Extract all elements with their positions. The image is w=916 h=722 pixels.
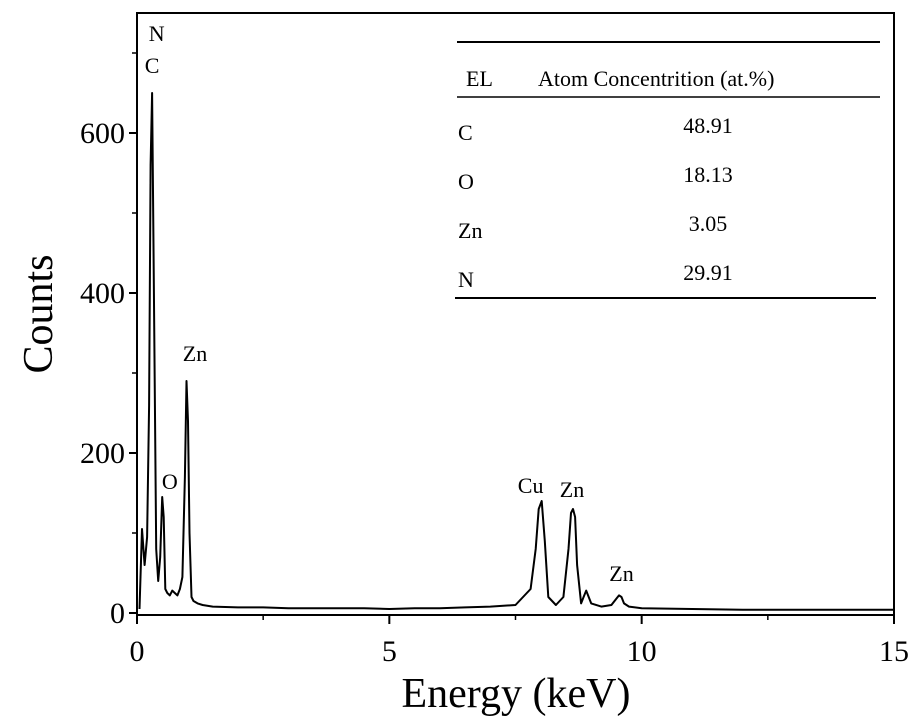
axis-tick-labels: 0 5 10 15 0 200 400 600 [80,117,909,668]
table-cell-element: C [458,120,473,145]
x-axis-title: Energy (keV) [402,671,631,717]
peak-label-zn: Zn [183,341,207,366]
plot-frame [136,12,895,616]
peak-label-c: C [145,53,160,78]
table-cell-concentration: 48.91 [683,113,733,138]
peak-label-zn: Zn [609,561,633,586]
y-tick-label: 400 [80,277,125,310]
table-cell-concentration: 29.91 [683,260,733,285]
spectrum-line [138,92,894,611]
table-cell-concentration: 18.13 [683,162,733,187]
x-tick-label: 5 [382,635,397,668]
table-cell-concentration: 3.05 [689,211,728,236]
table-cell-element: Zn [458,218,482,243]
y-axis-title: Counts [16,254,62,373]
table-cell-element: O [458,169,474,194]
y-tick-label: 600 [80,117,125,150]
peak-label-cu: Cu [518,473,544,498]
x-tick-label: 0 [130,635,145,668]
composition-table: EL Atom Concentrition (at.%) C 48.91 O 18.1… [455,41,880,299]
table-header-element: EL [466,66,493,91]
y-tick-label: 200 [80,437,125,470]
table-header-concentration: Atom Concentrition (at.%) [538,66,774,91]
axis-ticks [129,52,895,624]
x-tick-label: 15 [879,635,909,668]
table-rows: C 48.91 O 18.13 Zn 3.05 N 29.91 [458,113,733,292]
peak-label-zn: Zn [560,477,584,502]
table-cell-element: N [458,267,474,292]
y-tick-label: 0 [110,597,125,630]
peak-label-n: N [149,21,165,46]
x-tick-label: 10 [627,635,657,668]
peak-label-o: O [162,469,178,494]
